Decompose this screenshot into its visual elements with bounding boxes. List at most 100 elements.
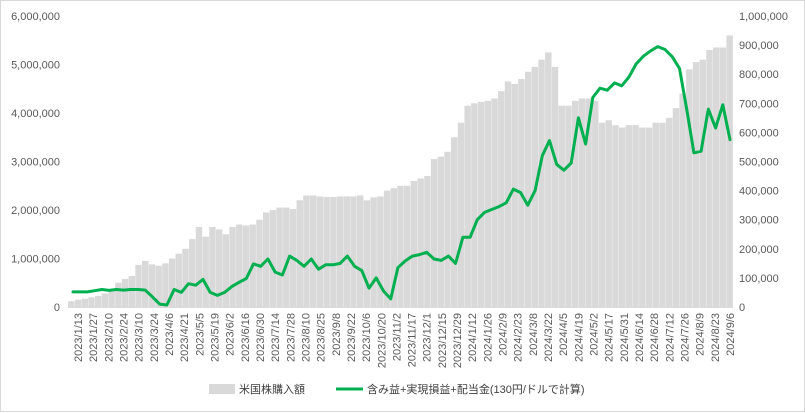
x-tick-label: 2023/10/20 bbox=[376, 313, 388, 368]
bar bbox=[645, 127, 653, 307]
x-tick-label: 2024/3/22 bbox=[543, 313, 555, 362]
bar bbox=[571, 100, 579, 308]
x-tick-label: 2023/8/25 bbox=[316, 313, 328, 362]
x-tick-label: 2023/5/5 bbox=[194, 313, 206, 356]
x-tick-label: 2023/4/6 bbox=[164, 313, 176, 356]
bar bbox=[283, 207, 290, 307]
bar bbox=[612, 125, 619, 308]
bar bbox=[162, 263, 169, 307]
bar bbox=[491, 98, 498, 307]
x-tick-label: 2024/9/6 bbox=[725, 313, 737, 356]
bar bbox=[524, 71, 532, 307]
bar bbox=[437, 156, 445, 307]
left-tick-label: 2,000,000 bbox=[11, 205, 60, 217]
x-tick-label: 2023/8/10 bbox=[300, 313, 312, 362]
bar bbox=[336, 196, 344, 307]
bar bbox=[330, 196, 337, 307]
x-tick-label: 2024/6/14 bbox=[634, 313, 646, 362]
x-tick-label: 2023/12/29 bbox=[452, 313, 464, 368]
bar bbox=[713, 47, 720, 308]
x-tick-label: 2024/5/2 bbox=[589, 313, 601, 356]
right-tick-label: 300,000 bbox=[739, 215, 779, 227]
bar bbox=[578, 98, 586, 307]
bar bbox=[451, 137, 458, 307]
bar bbox=[417, 178, 424, 307]
bar bbox=[363, 200, 371, 307]
bar bbox=[665, 117, 673, 307]
bar bbox=[155, 265, 162, 307]
bar bbox=[444, 151, 451, 307]
x-tick-label: 2024/3/8 bbox=[528, 313, 540, 356]
bar bbox=[498, 91, 505, 307]
bar bbox=[551, 66, 559, 308]
bar bbox=[605, 120, 612, 308]
bar bbox=[229, 226, 236, 307]
bar bbox=[692, 62, 700, 307]
right-tick-label: 900,000 bbox=[739, 40, 779, 52]
right-tick-label: 200,000 bbox=[739, 244, 779, 256]
bar bbox=[175, 253, 183, 307]
bar bbox=[545, 52, 552, 308]
x-tick-label: 2023/6/2 bbox=[225, 313, 237, 356]
legend-label-bars: 米国株購入額 bbox=[239, 382, 305, 396]
bar bbox=[592, 100, 599, 308]
x-tick-label: 2024/7/12 bbox=[664, 313, 676, 362]
bar bbox=[101, 293, 109, 307]
x-tick-label: 2023/2/10 bbox=[103, 313, 115, 362]
x-tick-label: 2023/6/16 bbox=[240, 313, 252, 362]
bar bbox=[652, 122, 659, 307]
x-tick-label: 2024/5/17 bbox=[604, 313, 616, 362]
x-tick-label: 2024/4/5 bbox=[558, 313, 570, 356]
bar bbox=[303, 195, 310, 307]
x-tick-label: 2023/9/22 bbox=[346, 313, 358, 362]
x-tick-label: 2023/2/24 bbox=[119, 313, 131, 362]
bar bbox=[242, 225, 250, 307]
line-series bbox=[71, 45, 732, 307]
bar bbox=[128, 275, 136, 307]
bar bbox=[397, 185, 404, 307]
bar bbox=[477, 101, 485, 307]
bar bbox=[679, 93, 686, 307]
bar bbox=[189, 239, 196, 307]
bar bbox=[370, 197, 377, 307]
bar bbox=[135, 264, 142, 307]
bar bbox=[115, 282, 122, 307]
bar bbox=[404, 185, 411, 307]
bar bbox=[672, 108, 680, 308]
right-tick-label: 800,000 bbox=[739, 69, 779, 81]
x-tick-label: 2023/5/19 bbox=[210, 313, 222, 362]
bar bbox=[390, 188, 397, 307]
right-tick-label: 600,000 bbox=[739, 127, 779, 139]
bar bbox=[699, 59, 706, 308]
bar bbox=[316, 196, 324, 307]
bar bbox=[182, 248, 189, 307]
legend-swatch-bars bbox=[209, 384, 235, 394]
x-tick-label: 2023/11/17 bbox=[407, 313, 419, 367]
x-tick-label: 2024/1/26 bbox=[482, 313, 494, 362]
bar bbox=[464, 105, 471, 307]
bar bbox=[706, 49, 713, 307]
bar bbox=[457, 122, 465, 307]
x-tick-label: 2023/4/21 bbox=[179, 313, 191, 362]
bar bbox=[108, 291, 115, 307]
bar bbox=[323, 196, 330, 307]
bar bbox=[625, 125, 633, 308]
x-tick-label: 2023/1/27 bbox=[88, 313, 100, 362]
bar bbox=[121, 278, 129, 307]
x-tick-label: 2023/3/10 bbox=[134, 313, 146, 362]
bar bbox=[296, 200, 303, 307]
x-tick-label: 2023/3/24 bbox=[149, 313, 161, 362]
bar bbox=[215, 229, 223, 307]
left-tick-label: 4,000,000 bbox=[11, 108, 60, 120]
bar bbox=[276, 207, 283, 307]
x-tick-label: 2024/8/23 bbox=[710, 313, 722, 362]
right-tick-label: 100,000 bbox=[739, 273, 779, 285]
right-tick-label: 1,000,000 bbox=[739, 11, 788, 23]
x-tick-label: 2023/10/6 bbox=[361, 313, 373, 362]
bar bbox=[383, 190, 391, 307]
bar bbox=[195, 226, 203, 307]
bar bbox=[81, 298, 88, 307]
bar bbox=[410, 180, 418, 307]
line-path bbox=[71, 45, 732, 307]
